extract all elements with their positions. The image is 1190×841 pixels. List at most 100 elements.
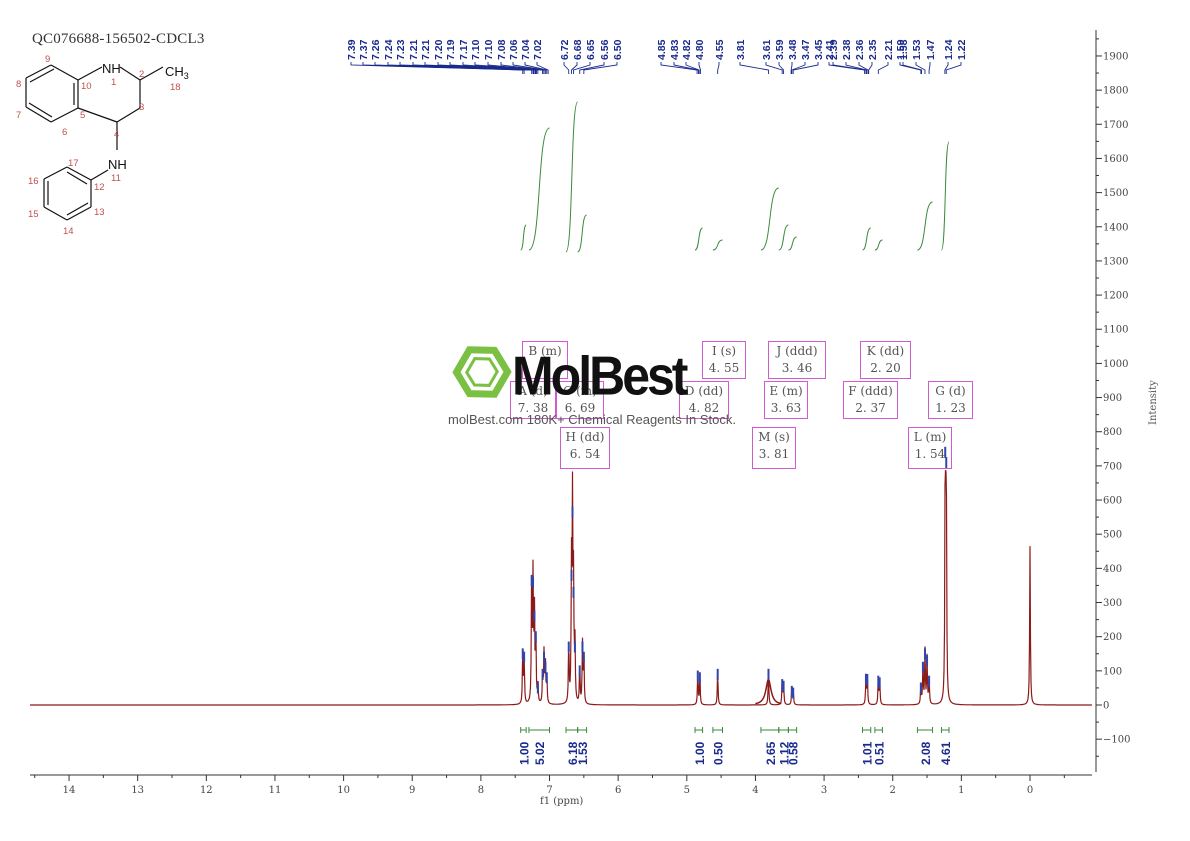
y-tick-label: 400 [1103, 564, 1122, 575]
peak-label: 7.17 [458, 39, 470, 60]
x-tick-label: 13 [131, 785, 144, 796]
svg-text:7: 7 [16, 110, 21, 121]
peak-label: 4.85 [656, 39, 668, 60]
integral-value: 1.00 [517, 741, 531, 765]
atom-numbers: 1 2 3 4 5 6 7 8 9 10 11 12 13 14 15 16 1… [16, 54, 181, 237]
peak-label: 3.45 [813, 39, 825, 60]
multiplet-shift: 3. 81 [758, 447, 790, 461]
peak-label: 7.10 [483, 39, 495, 60]
y-tick-label: 700 [1103, 461, 1122, 472]
svg-text:6: 6 [62, 127, 67, 138]
peak-label: 2.36 [854, 39, 866, 60]
multiplet-label: M (s) [758, 430, 790, 444]
peak-label: 7.23 [395, 39, 407, 60]
svg-text:1: 1 [111, 77, 116, 88]
multiplet-label: G (d) [935, 384, 966, 398]
peak-label: 3.47 [800, 39, 812, 60]
multiplet-box-h: H (dd) 6. 54 [560, 427, 610, 469]
integral-bracket [787, 727, 798, 733]
peak-label: 6.56 [599, 39, 611, 60]
peak-label: 1.58 [898, 39, 910, 60]
y-tick-label: 1200 [1103, 291, 1128, 302]
integral-bracket [520, 727, 527, 733]
svg-text:13: 13 [94, 207, 105, 218]
integral-bracket [760, 727, 780, 733]
integral-value: 2.08 [919, 741, 933, 765]
multiplet-label: H (dd) [565, 430, 605, 444]
peak-label: 4.55 [714, 39, 726, 60]
x-axis: 14 13 12 11 10 9 8 7 6 5 4 3 2 1 0 [30, 774, 1092, 796]
multiplet-label: F (ddd) [848, 384, 893, 398]
x-tick-label: 4 [752, 785, 758, 796]
x-tick-label: 7 [546, 785, 552, 796]
multiplet-shift: 2. 20 [870, 361, 901, 375]
peak-label: 3.59 [774, 39, 786, 60]
peak-label: 7.04 [520, 39, 532, 60]
y-tick-label: 300 [1103, 598, 1122, 609]
peak-label: 7.39 [346, 39, 358, 60]
peak-label: 7.10 [470, 39, 482, 60]
peak-label: 1.53 [911, 39, 923, 60]
peak-label: 7.06 [508, 39, 520, 60]
peak-label: 1.24 [943, 39, 955, 60]
y-tick-label: 1300 [1103, 256, 1128, 267]
multiplet-label: I (s) [711, 344, 737, 358]
y-tick-label: 800 [1103, 427, 1122, 438]
integral-value: 0.58 [787, 741, 801, 765]
multiplet-box-e: E (m) 3. 63 [764, 381, 808, 419]
y-tick-label: 500 [1103, 530, 1122, 541]
svg-text:16: 16 [28, 176, 39, 187]
multiplet-label: B (m) [528, 344, 562, 358]
x-tick-label: 2 [890, 785, 896, 796]
multiplet-box-b: B (m) [522, 341, 568, 379]
integral-value: 1.53 [576, 741, 590, 765]
multiplet-label: L (m) [913, 430, 947, 444]
peak-label: 7.08 [496, 39, 508, 60]
multiplet-shift: 3. 46 [781, 361, 813, 375]
svg-text:4: 4 [114, 129, 119, 140]
peak-label: 1.47 [925, 39, 937, 60]
y-tick-label: 1000 [1103, 359, 1128, 370]
y-tick-label: 1800 [1103, 86, 1128, 97]
peak-label: 1.59 [895, 39, 907, 60]
svg-text:12: 12 [94, 182, 105, 193]
integral-value: 2.65 [764, 741, 778, 765]
integral-bracket [778, 727, 789, 733]
peak-label: 4.80 [694, 39, 706, 60]
svg-text:11: 11 [111, 173, 121, 184]
multiplet-label: A (d) [518, 384, 548, 398]
multiplet-box-k: K (dd) 2. 20 [860, 341, 911, 379]
y-axis-title: Intensity [1148, 380, 1159, 425]
multiplet-box-m: M (s) 3. 81 [752, 427, 796, 469]
svg-text:15: 15 [28, 209, 39, 220]
y-tick-label: 1900 [1103, 51, 1128, 62]
svg-text:2: 2 [139, 69, 144, 80]
integral-value: 4.61 [939, 741, 953, 765]
nh11-label: NH [108, 157, 127, 172]
multiplet-box-l: L (m) 1. 54 [908, 427, 952, 469]
multiplet-box-d: D (dd) 4. 82 [679, 381, 729, 419]
x-tick-label: 6 [615, 785, 621, 796]
multiplet-label: D (dd) [684, 384, 724, 398]
integral-value: 1.12 [778, 741, 792, 765]
svg-text:14: 14 [63, 226, 74, 237]
y-tick-label: 1100 [1103, 325, 1128, 336]
x-tick-label: 0 [1027, 785, 1033, 796]
svg-text:9: 9 [45, 54, 50, 65]
ch3-label: CH3 [165, 64, 189, 81]
y-tick-label: 1500 [1103, 188, 1128, 199]
peak-label: 3.81 [735, 39, 747, 60]
integral-bracket [565, 727, 579, 733]
molecule-structure: NH CH3 NH 1 2 3 4 5 6 7 8 9 10 11 12 13 … [16, 54, 189, 237]
peak-label: 7.19 [445, 39, 457, 60]
y-tick-label: 0 [1103, 701, 1109, 712]
svg-text:3: 3 [139, 102, 144, 113]
integral-value: 5.02 [533, 741, 547, 765]
integral-bracket [874, 727, 883, 733]
peak-label: 6.50 [612, 39, 624, 60]
peak-label: 7.26 [370, 39, 382, 60]
x-tick-label: 1 [958, 785, 964, 796]
peak-label: 2.39 [828, 39, 840, 60]
peak-label: 6.65 [585, 39, 597, 60]
